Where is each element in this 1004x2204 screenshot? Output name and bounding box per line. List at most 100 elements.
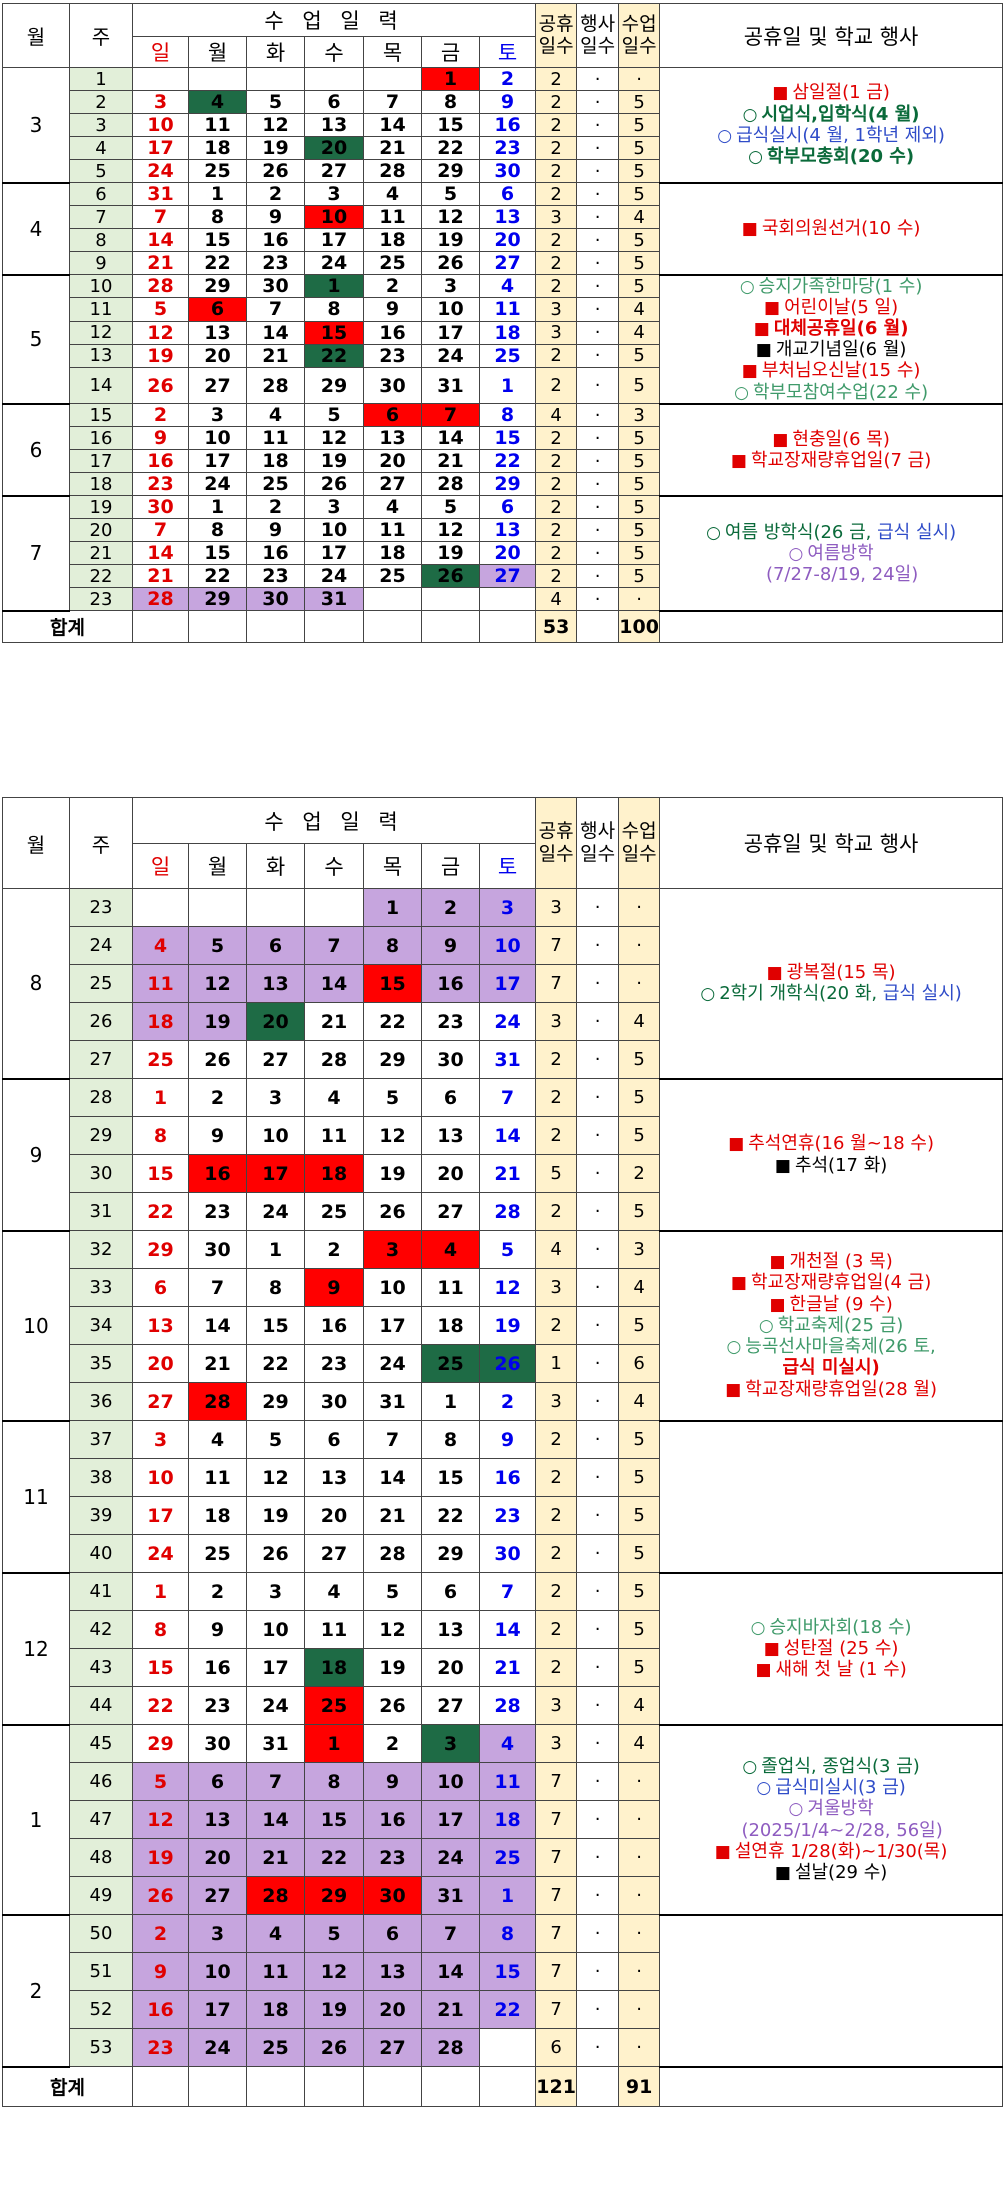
day-cell: 18 xyxy=(188,1496,247,1535)
event-item: ○ 급식미실시(3 금) xyxy=(661,1777,1002,1798)
square-bullet-icon: ■ xyxy=(769,1294,786,1315)
day-cell: 19 xyxy=(132,1838,189,1877)
day-cell: 3 xyxy=(304,182,364,206)
event-count: · xyxy=(576,1876,620,1915)
day-cell: 24 xyxy=(246,1686,305,1725)
day-cell: 1 xyxy=(363,888,422,927)
day-cell: 24 xyxy=(304,251,364,275)
day-cell: 27 xyxy=(188,1876,247,1915)
month-events xyxy=(659,1420,1004,1574)
holiday-count: 2 xyxy=(535,1458,578,1497)
event-count: · xyxy=(576,1306,620,1345)
day-cell: 18 xyxy=(363,541,422,566)
day-cell: 16 xyxy=(421,964,480,1003)
day-cell: 11 xyxy=(478,1762,537,1801)
day-cell: 16 xyxy=(188,1154,247,1193)
circle-bullet-icon: ○ xyxy=(742,1756,758,1777)
day-cell: 8 xyxy=(246,1268,305,1307)
week-row: 24 4 5 6 7 8 9 10 7 · · xyxy=(3,926,1003,965)
day-cell: 14 xyxy=(132,541,189,566)
month-label: 7 xyxy=(2,495,70,612)
event-item: 급식 미실시) xyxy=(661,1357,1002,1378)
day-cell xyxy=(478,2028,537,2067)
class-count: 5 xyxy=(618,343,661,369)
day-cell: 15 xyxy=(246,1306,305,1345)
day-cell: 5 xyxy=(363,1572,422,1611)
day-cell: 30 xyxy=(188,1230,247,1269)
day-cell: 17 xyxy=(363,1306,422,1345)
header-remarks: 공휴일 및 학교 행사 xyxy=(659,3,1004,68)
day-cell: 4 xyxy=(304,1572,364,1611)
day-cell: 24 xyxy=(363,1344,422,1383)
class-count: 4 xyxy=(618,1382,661,1421)
week-number: 52 xyxy=(69,1990,133,2029)
event-text: 학부모참여수업(22 수) xyxy=(752,381,929,403)
day-cell: 4 xyxy=(304,1078,364,1117)
day-cell: 27 xyxy=(363,472,422,497)
day-cell: 18 xyxy=(132,1002,189,1041)
week-number: 31 xyxy=(69,1192,133,1231)
week-row: 12 12 13 14 15 16 17 18 3 · 4 xyxy=(3,320,1003,345)
empty-cell xyxy=(363,610,422,643)
week-row: 46 5 6 7 8 9 10 11 7 · · xyxy=(3,1762,1003,1801)
holiday-count: 2 xyxy=(535,366,578,405)
circle-bullet-icon: ○ xyxy=(758,1315,774,1336)
week-row: 53 23 24 25 26 27 28 6 · · xyxy=(3,2028,1003,2067)
class-count: 5 xyxy=(618,228,661,252)
day-cell: 31 xyxy=(421,366,480,405)
day-cell: 5 xyxy=(363,1078,422,1117)
day-cell: 21 xyxy=(478,1648,537,1687)
week-row: 9 28 1 2 3 4 5 6 7 2 · 5 ■ 추석연휴(16 월~18 수) ■ 추석(17 화) xyxy=(2,1078,1004,1232)
day-cell: 8 xyxy=(132,1116,189,1155)
week-row: 39 17 18 19 20 21 22 23 2 · 5 xyxy=(3,1496,1003,1535)
day-cell: 20 xyxy=(363,1990,422,2029)
day-cell: 5 xyxy=(132,297,189,322)
week-number: 7 xyxy=(69,205,133,229)
day-cell: 25 xyxy=(188,1534,247,1573)
day-cell: 16 xyxy=(478,1458,537,1497)
event-text: 급식실시(4 월, 1학년 제외) xyxy=(736,124,945,146)
month-label: 10 xyxy=(2,1230,70,1422)
month-label: 4 xyxy=(2,182,70,276)
event-item: ■ 학교장재량휴업일(4 금) xyxy=(661,1272,1002,1293)
day-cell: 3 xyxy=(421,273,480,299)
header-calendar: 수 업 일 력 xyxy=(131,3,537,37)
week-row: 47 12 13 14 15 16 17 18 7 · · xyxy=(3,1800,1003,1839)
day-cell: 1 xyxy=(421,67,480,91)
event-count: · xyxy=(576,426,620,451)
header-event-days: 행사 일수 xyxy=(576,3,620,68)
event-item: ■ 추석(17 화) xyxy=(661,1155,1002,1176)
class-count: · xyxy=(618,67,661,91)
event-text: 겨울방학 xyxy=(807,1798,874,1820)
holiday-count: 1 xyxy=(535,1344,578,1383)
day-cell: 29 xyxy=(246,1382,305,1421)
day-cell: 22 xyxy=(421,1496,480,1535)
event-count: · xyxy=(576,228,620,252)
day-cell: 22 xyxy=(132,1686,189,1725)
week-number: 8 xyxy=(69,228,133,252)
event-item: ○ 시업식,입학식(4 월) xyxy=(661,104,1002,125)
day-cell: 15 xyxy=(188,228,247,252)
day-header-5: 금 xyxy=(421,843,480,889)
event-item: ○ 여름방학 xyxy=(661,543,1002,564)
square-bullet-icon: ■ xyxy=(769,1252,786,1273)
day-cell: 21 xyxy=(132,251,189,275)
event-count: · xyxy=(576,136,620,160)
week-row: 1 45 29 30 31 1 2 3 4 3 · 4 ○ 졸업식, 종업식(3 금) ○ 급식미실시(3 금… xyxy=(2,1724,1004,1916)
day-cell: 24 xyxy=(188,472,247,497)
day-header-2: 화 xyxy=(246,843,305,889)
day-cell: 20 xyxy=(363,449,422,474)
day-cell: 22 xyxy=(246,1344,305,1383)
day-cell: 11 xyxy=(363,205,422,229)
day-cell: 2 xyxy=(421,888,480,927)
day-cell: 25 xyxy=(246,2028,305,2067)
day-header-1: 월 xyxy=(188,36,247,68)
class-count: · xyxy=(618,2028,661,2067)
day-cell: 2 xyxy=(246,495,305,520)
day-cell: 17 xyxy=(478,964,537,1003)
square-bullet-icon: ■ xyxy=(774,1155,791,1176)
day-cell: 8 xyxy=(188,518,247,543)
day-cell: 29 xyxy=(188,587,247,612)
week-number: 51 xyxy=(69,1952,133,1991)
